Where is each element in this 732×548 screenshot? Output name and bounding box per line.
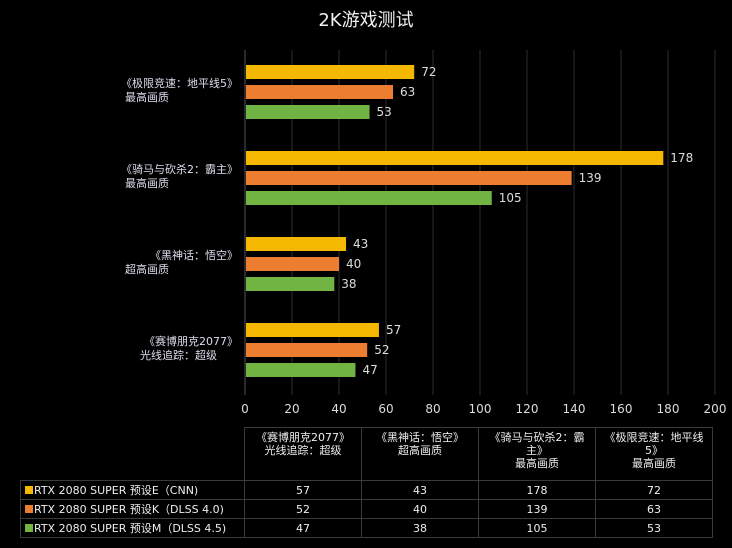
category-label: 《赛博朋克2077》 光线追踪：超级 [0,335,240,363]
bar [246,151,664,165]
table-cell: 47 [244,518,362,538]
category-label-line: 《极限竞速：地平线5》 [121,77,238,90]
data-label: 38 [341,277,356,291]
table-cell: 43 [361,480,479,500]
x-tick-label: 100 [469,402,492,416]
legend-entry: RTX 2080 SUPER 预设E（CNN) [20,480,245,500]
bar [246,85,394,99]
data-label: 139 [579,171,602,185]
x-tick-label: 60 [378,402,393,416]
table-cell: 63 [595,499,713,519]
table-column-header: 《极限竞速：地平线 5》 最高画质 [595,427,713,481]
x-tick-label: 200 [704,402,727,416]
table-row: RTX 2080 SUPER 预设M（DLSS 4.5) 47 38 105 53 [20,518,713,538]
table-cell: 72 [595,480,713,500]
bar [246,237,347,251]
x-tick-label: 120 [516,402,539,416]
table-cell: 178 [478,480,596,500]
bar [246,65,415,79]
bar [246,191,492,205]
table-cell: 105 [478,518,596,538]
data-label: 52 [374,343,389,357]
data-label: 105 [499,191,522,205]
data-label: 178 [670,151,693,165]
table-column-header: 《赛博朋克2077》 光线追踪：超级 [244,427,362,481]
category-label: 《骑马与砍杀2：霸主》 最高画质 [0,163,240,191]
bar [246,343,368,357]
x-tick-label: 140 [563,402,586,416]
category-label-line: 《骑马与砍杀2：霸主》 [121,163,238,176]
x-tick-label: 40 [331,402,346,416]
legend-swatch [25,485,33,494]
bar [246,105,370,119]
bar [246,171,572,185]
data-label: 47 [362,363,377,377]
data-label: 43 [353,237,368,251]
category-label: 《极限竞速：地平线5》 最高画质 [0,77,240,105]
x-tick-label: 80 [425,402,440,416]
category-label-line: 光线追踪：超级 [140,349,217,362]
category-label-line: 超高画质 [125,263,169,276]
x-tick-label: 160 [610,402,633,416]
legend-swatch [25,523,33,532]
x-tick-label: 20 [284,402,299,416]
category-label-line: 《黑神话：悟空》 [150,249,238,262]
table-column-header: 《黑神话：悟空》 超高画质 [361,427,479,481]
category-label: 《黑神话：悟空》 超高画质 [0,249,240,277]
category-label-line: 最高画质 [125,177,169,190]
data-label: 53 [377,105,392,119]
table-row: RTX 2080 SUPER 预设K（DLSS 4.0) 52 40 139 63 [20,499,713,519]
x-tick-label: 0 [241,402,249,416]
table-header-row: 《赛博朋克2077》 光线追踪：超级 《黑神话：悟空》 超高画质 《骑马与砍杀2：霸 主》… [20,427,713,481]
data-label: 72 [421,65,436,79]
legend-entry: RTX 2080 SUPER 预设M（DLSS 4.5) [20,518,245,538]
bar [246,257,339,271]
data-label: 63 [400,85,415,99]
legend-entry: RTX 2080 SUPER 预设K（DLSS 4.0) [20,499,245,519]
bar [246,323,379,337]
category-label-line: 《赛博朋克2077》 [144,335,238,348]
category-label-line: 最高画质 [125,91,169,104]
table-column-header: 《骑马与砍杀2：霸 主》 最高画质 [478,427,596,481]
bar [246,277,335,291]
bar [246,363,356,377]
table-cell: 52 [244,499,362,519]
table-cell: 53 [595,518,713,538]
table-cell: 139 [478,499,596,519]
chart-title: 2K游戏测试 [318,10,414,31]
data-label: 40 [346,257,361,271]
table-cell: 38 [361,518,479,538]
table-row: RTX 2080 SUPER 预设E（CNN) 57 43 178 72 [20,480,713,500]
table-cell: 40 [361,499,479,519]
legend-swatch [25,504,33,513]
table-cell: 57 [244,480,362,500]
data-label: 57 [386,323,401,337]
x-tick-label: 180 [657,402,680,416]
data-table: 《赛博朋克2077》 光线追踪：超级 《黑神话：悟空》 超高画质 《骑马与砍杀2：霸 主》… [20,427,713,538]
